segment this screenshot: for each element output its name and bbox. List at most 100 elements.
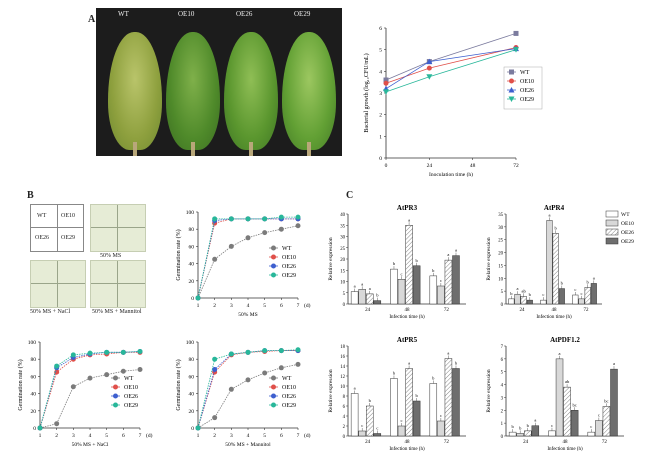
data-point-oe29 [245,216,251,222]
chart-germ-nacl: 0 20 40 60 80 100 1 2 3 4 5 6 7 (d) 50% MS + NaCl Germi… [17,340,153,448]
significance-letter: c [598,413,600,418]
series-line-wt [385,33,517,81]
data-point-oe29 [295,214,301,220]
bar-wt [572,294,579,305]
data-point-wt [212,256,218,262]
data-point-wt [295,223,301,229]
y-tick-label: 20 [31,409,37,415]
data-point-oe29 [195,425,201,431]
dish-mannitol [90,260,146,308]
y-tick-label: 20 [189,279,195,285]
legend-marker [113,402,118,408]
data-point-oe29 [212,356,218,362]
bar-oe10 [358,289,366,305]
legend-marker [113,375,118,381]
y-tick-label: 20 [340,258,345,263]
data-point-oe29 [87,350,93,356]
x-tick-label: 24 [523,440,529,445]
significance-letter: c [574,287,576,292]
legend-marker [271,393,276,399]
bar-oe10 [555,358,564,437]
y-tick-label: 2 [343,425,346,430]
x-tick-label: 4 [89,433,92,439]
legend-label: OE10 [520,79,534,85]
x-tick-label: 5 [105,433,108,439]
y-tick-label: 2 [379,113,382,119]
x-tick-label: 6 [122,433,125,439]
data-point-oe26 [212,367,218,373]
y-tick-label: 40 [189,262,195,268]
bar-oe10 [397,279,406,305]
y-tick-label: 0 [343,435,346,440]
legend-label: WT [621,212,630,218]
bar-oe10 [516,433,524,437]
x-tick-label: 1 [39,433,42,439]
significance-letter: c [580,291,582,296]
significance-letter: b [519,425,522,430]
data-point-oe29 [70,352,76,358]
significance-letter: a [516,286,518,291]
y-tick-label: 15 [498,264,503,269]
bar-oe29 [610,368,618,437]
y-tick-label: 0 [33,426,36,432]
x-axis-label: Infection time (h) [547,447,583,452]
significance-letter: c [440,278,442,283]
y-axis-label: Relative expression [486,237,492,280]
y-tick-label: 3 [379,91,382,97]
x-tick-label: 48 [563,440,569,445]
significance-letter: c [376,426,378,431]
data-point-oe10 [383,80,389,86]
bar-oe26 [584,287,591,305]
bar-wt [540,299,547,305]
bar-oe29 [452,255,460,305]
bar-oe26 [552,233,559,305]
y-axis-label: Germination rate (%) [175,359,182,410]
y-tick-label: 12 [340,375,345,380]
data-point-wt [245,235,251,241]
y-tick-label: 30 [498,226,503,231]
bar-oe10 [358,430,366,437]
data-point-wt [87,375,93,381]
grid-cell-oe26: OE26 [35,235,49,241]
significance-letter: a [455,248,457,253]
data-point-oe29 [228,216,234,222]
data-point-wt [137,367,143,373]
x-tick-label: 48 [552,308,558,313]
bar-oe29 [412,265,421,305]
dish-label-nacl: 50% MS + NaCl [30,309,71,315]
legend-swatch [605,219,619,227]
legend-swatch [605,237,619,245]
legend-label: WT [282,246,292,252]
x-axis-label: Infection time (h) [536,315,572,320]
significance-letter: ab [565,379,570,384]
x-tick-label: 5 [263,433,266,439]
y-tick-label: 30 [340,236,345,241]
chart-germ-mannitol: 0 20 40 60 80 100 1 2 3 4 5 6 7 (d) 50% MS + Mannitol G… [175,340,311,448]
y-tick-label: 5 [379,48,382,54]
y-tick-label: 5 [343,292,346,297]
data-point-oe29 [278,348,284,354]
legend-marker [271,402,276,408]
y-tick-label: 10 [340,281,345,286]
y-tick-label: 60 [31,374,37,380]
y-tick-label: 5 [501,290,504,295]
chart-atpr3: AtPR3 0 5 10 15 20 25 30 35 40 Relative expression… [328,204,466,320]
bar-oe26 [520,296,527,305]
significance-letter: b [369,398,372,403]
bar-wt [350,291,359,305]
data-point-oe29 [104,349,110,355]
x-axis-label: 50% MS + Mannitol [225,442,271,448]
x-tick-label: 7 [297,303,300,309]
bar-oe29 [570,410,579,437]
bar-wt [390,268,398,305]
legend-label: WT [282,376,292,382]
significance-letter: a [534,418,536,423]
bar-wt [429,275,438,305]
data-point-oe29 [262,348,268,354]
data-point-wt [278,365,284,371]
y-tick-label: 3 [501,396,504,401]
x-axis-label: 50% MS [238,312,257,318]
grid-cell-oe29: OE29 [61,235,75,241]
y-tick-label: 80 [31,357,37,363]
